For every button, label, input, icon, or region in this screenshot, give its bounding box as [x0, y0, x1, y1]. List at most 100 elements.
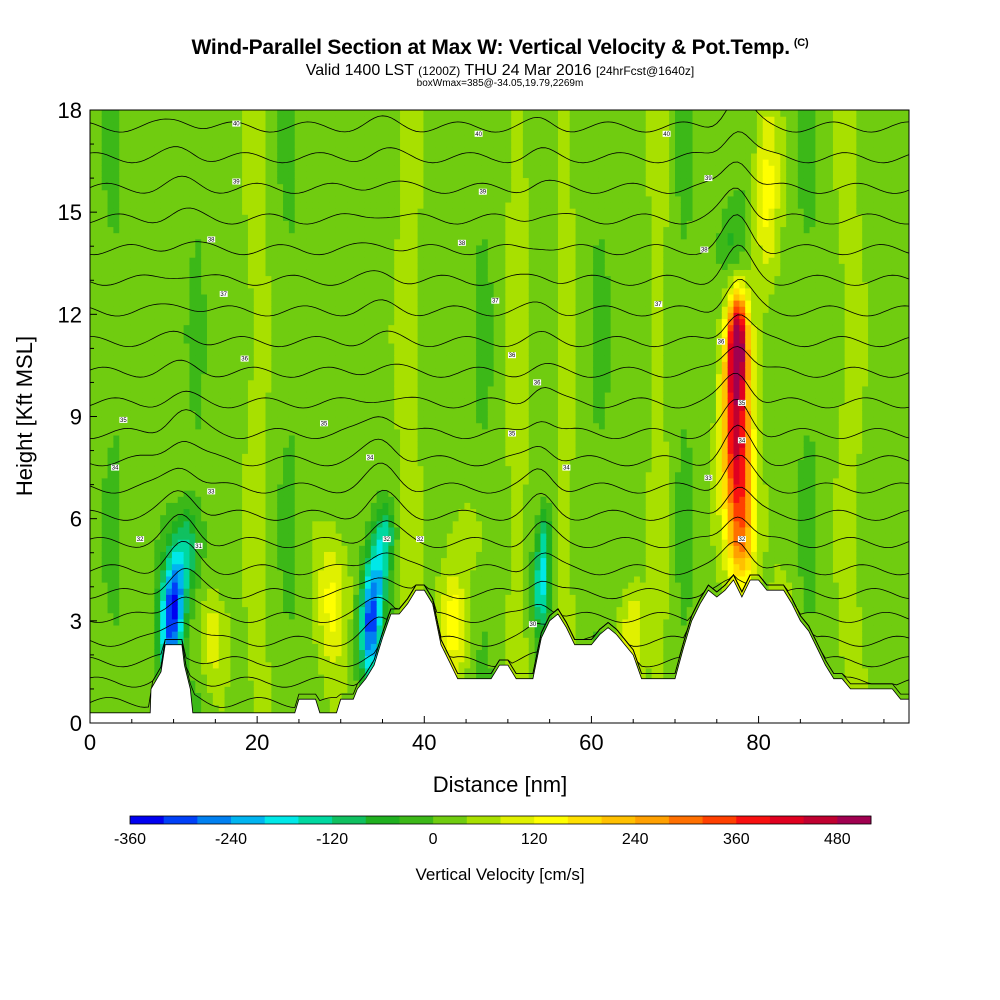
velocity-cell	[236, 662, 242, 669]
velocity-cell	[301, 141, 307, 148]
velocity-cell	[336, 649, 342, 656]
velocity-cell	[149, 472, 155, 479]
velocity-cell	[266, 527, 272, 534]
velocity-cell	[347, 656, 353, 663]
velocity-cell	[119, 318, 125, 325]
velocity-cell	[178, 429, 184, 436]
velocity-cell	[248, 202, 254, 209]
velocity-cell	[277, 177, 283, 184]
velocity-cell	[306, 423, 312, 430]
velocity-cell	[359, 300, 365, 307]
velocity-cell	[195, 613, 201, 620]
velocity-cell	[306, 343, 312, 350]
velocity-cell	[108, 165, 114, 172]
velocity-cell	[330, 490, 336, 497]
velocity-cell	[359, 141, 365, 148]
velocity-cell	[271, 649, 277, 656]
velocity-cell	[143, 147, 149, 154]
velocity-cell	[336, 386, 342, 393]
velocity-cell	[143, 128, 149, 135]
velocity-cell	[283, 135, 289, 142]
velocity-cell	[301, 527, 307, 534]
velocity-cell	[347, 692, 353, 699]
velocity-cell	[149, 128, 155, 135]
velocity-cell	[318, 374, 324, 381]
velocity-cell	[102, 453, 108, 460]
velocity-cell	[324, 288, 330, 295]
velocity-cell	[96, 392, 102, 399]
velocity-cell	[149, 613, 155, 620]
velocity-cell	[266, 196, 272, 203]
velocity-cell	[289, 116, 295, 123]
velocity-cell	[160, 233, 166, 240]
velocity-cell	[160, 502, 166, 509]
velocity-cell	[324, 662, 330, 669]
velocity-cell	[131, 441, 137, 448]
velocity-cell	[301, 196, 307, 203]
velocity-cell	[125, 318, 131, 325]
velocity-cell	[184, 135, 190, 142]
velocity-cell	[254, 453, 260, 460]
velocity-cell	[236, 582, 242, 589]
velocity-cell	[184, 631, 190, 638]
velocity-cell	[166, 294, 172, 301]
velocity-cell	[342, 466, 348, 473]
velocity-cell	[353, 404, 359, 411]
velocity-cell	[154, 643, 160, 650]
velocity-cell	[359, 637, 365, 644]
velocity-cell	[342, 171, 348, 178]
velocity-cell	[277, 386, 283, 393]
velocity-cell	[131, 386, 137, 393]
velocity-cell	[96, 159, 102, 166]
velocity-cell	[353, 220, 359, 227]
velocity-cell	[149, 447, 155, 454]
velocity-cell	[330, 165, 336, 172]
velocity-cell	[301, 410, 307, 417]
velocity-cell	[137, 417, 143, 424]
velocity-cell	[342, 147, 348, 154]
velocity-cell	[336, 417, 342, 424]
velocity-cell	[301, 177, 307, 184]
velocity-cell	[318, 116, 324, 123]
velocity-cell	[359, 576, 365, 583]
velocity-cell	[236, 649, 242, 656]
velocity-cell	[271, 202, 277, 209]
velocity-cell	[225, 171, 231, 178]
velocity-cell	[225, 484, 231, 491]
velocity-cell	[213, 637, 219, 644]
velocity-cell	[113, 649, 119, 656]
velocity-cell	[318, 662, 324, 669]
velocity-cell	[131, 392, 137, 399]
velocity-cell	[201, 386, 207, 393]
velocity-cell	[96, 128, 102, 135]
velocity-cell	[236, 410, 242, 417]
velocity-cell	[260, 226, 266, 233]
velocity-cell	[108, 545, 114, 552]
velocity-cell	[289, 196, 295, 203]
velocity-cell	[295, 135, 301, 142]
velocity-cell	[230, 447, 236, 454]
velocity-cell	[283, 251, 289, 258]
velocity-cell	[137, 447, 143, 454]
velocity-cell	[312, 318, 318, 325]
velocity-cell	[359, 668, 365, 675]
velocity-cell	[359, 165, 365, 172]
velocity-cell	[225, 214, 231, 221]
velocity-cell	[189, 588, 195, 595]
velocity-cell	[283, 116, 289, 123]
velocity-cell	[266, 631, 272, 638]
velocity-cell	[166, 337, 172, 344]
velocity-cell	[359, 220, 365, 227]
velocity-cell	[219, 459, 225, 466]
velocity-cell	[178, 165, 184, 172]
velocity-cell	[119, 269, 125, 276]
velocity-cell	[242, 607, 248, 614]
velocity-cell	[295, 214, 301, 221]
velocity-cell	[125, 619, 131, 626]
velocity-cell	[195, 496, 201, 503]
velocity-cell	[225, 557, 231, 564]
velocity-cell	[137, 361, 143, 368]
velocity-cell	[113, 325, 119, 332]
velocity-cell	[318, 318, 324, 325]
